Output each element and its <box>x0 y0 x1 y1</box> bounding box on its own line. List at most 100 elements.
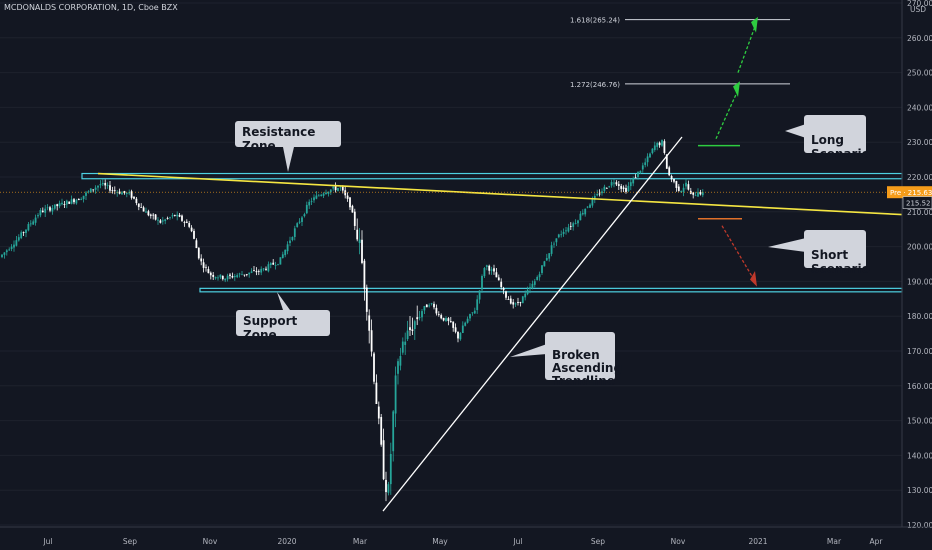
y-axis: 120.00 130.00 140.00 150.00 160.00 170.00 180.… <box>887 0 932 530</box>
support-zone <box>199 287 903 293</box>
candle-body <box>3 252 6 255</box>
candle-body <box>416 317 419 320</box>
candle-body <box>305 204 308 214</box>
candle-body <box>682 187 685 192</box>
candle-body <box>41 210 44 213</box>
candle-body <box>505 291 507 298</box>
candle-body <box>553 243 555 245</box>
y-tick-label: 170.00 <box>907 347 932 356</box>
candle-body <box>675 181 678 188</box>
candle-body <box>493 268 495 272</box>
candle-body <box>447 318 450 321</box>
candle-body <box>277 263 279 265</box>
candle-body <box>406 330 409 340</box>
candle-body <box>349 197 351 208</box>
candle-body <box>286 244 289 252</box>
candle-body <box>250 271 253 273</box>
candle-body <box>394 375 397 414</box>
x-tick-label: Nov <box>203 537 218 546</box>
candle-body <box>315 195 318 199</box>
candle-body <box>77 198 80 201</box>
candle-body <box>620 185 623 189</box>
candle-body <box>20 232 23 239</box>
candle-body <box>219 274 222 278</box>
candle-body <box>377 406 380 419</box>
candle-body <box>601 191 603 194</box>
candle-body <box>169 217 171 219</box>
candle-body <box>673 178 675 182</box>
candle-body <box>445 318 447 322</box>
long-arrowhead-2 <box>751 16 758 33</box>
broken-trendline-label: Broken Ascending Trendline <box>552 348 623 388</box>
resistance-zone-callout[interactable]: Resistance Zone <box>235 121 341 153</box>
candle-body <box>291 236 294 240</box>
candle-body <box>243 274 246 276</box>
short-scenario-label: Short Scenario <box>811 248 870 276</box>
candle-body <box>572 223 575 227</box>
candle-body <box>322 193 325 196</box>
long-arrowhead-1 <box>733 81 740 97</box>
candle-body <box>248 272 251 275</box>
candle-body <box>632 178 635 184</box>
y-tick-label: 230.00 <box>907 138 932 147</box>
long-scenario-label: Long Scenario <box>811 133 870 161</box>
candle-body <box>361 239 363 263</box>
fib-level-label: 1.272(246.76) <box>570 81 620 89</box>
candle-body <box>368 315 371 331</box>
candle-body <box>200 258 203 262</box>
short-scenario-callout[interactable]: Short Scenario <box>804 230 870 276</box>
candle-body <box>577 220 579 224</box>
y-tick-label: 140.00 <box>907 451 932 460</box>
y-tick-label: 270.00 <box>907 0 932 8</box>
support-zone-callout[interactable]: Support Zone <box>236 310 330 342</box>
candle-body <box>34 217 37 223</box>
candle-body <box>27 224 30 231</box>
candle-body <box>226 275 229 280</box>
candle-body <box>586 206 589 208</box>
candle-body <box>495 272 498 278</box>
candle-body <box>233 275 236 278</box>
candle-body <box>313 197 315 201</box>
candle-body <box>452 321 455 328</box>
candle-body <box>435 307 438 314</box>
candle-body <box>111 190 114 192</box>
candle-body <box>449 321 452 323</box>
candle-body <box>118 191 121 194</box>
candle-body <box>507 299 510 300</box>
candle-body <box>49 207 51 211</box>
chart-title: MCDONALDS CORPORATION, 1D, Cboe BZX <box>4 3 178 12</box>
candle-body <box>159 220 162 223</box>
candle-body <box>461 325 464 333</box>
y-tick-label: 250.00 <box>907 69 932 78</box>
candle-body <box>358 239 361 243</box>
candle-body <box>533 281 536 285</box>
candle-body <box>565 230 567 232</box>
candle-body <box>385 479 387 493</box>
candle-body <box>617 184 620 186</box>
candle-body <box>610 182 613 186</box>
candle-body <box>183 222 186 224</box>
candle-body <box>543 261 546 267</box>
candle-body <box>25 229 27 234</box>
broken-trendline-callout[interactable]: Broken Ascending Trendline <box>545 332 622 388</box>
candle-body <box>440 315 443 319</box>
candle-body <box>298 221 301 223</box>
x-tick-label: Sep <box>123 537 137 546</box>
long-scenario-callout[interactable]: Long Scenario <box>804 115 870 161</box>
candle-body <box>629 182 632 187</box>
candle-body <box>392 411 395 452</box>
candle-body <box>512 302 515 305</box>
candle-body <box>541 265 543 273</box>
candle-body <box>699 192 702 195</box>
candle-body <box>339 187 342 189</box>
candle-body <box>176 214 179 217</box>
candle-body <box>113 190 116 192</box>
candle-body <box>70 199 73 204</box>
candle-body <box>469 314 471 319</box>
candle-body <box>65 200 68 205</box>
candle-body <box>154 214 157 220</box>
candle-body <box>332 186 335 189</box>
candle-body <box>387 484 390 493</box>
x-tick-label: Jul <box>42 537 52 546</box>
